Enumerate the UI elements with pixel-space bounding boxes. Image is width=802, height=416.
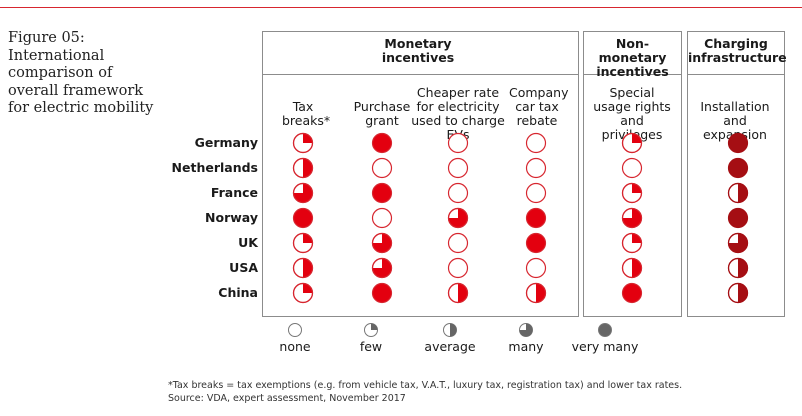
monetary-header-divider [263, 74, 578, 75]
legend-label-none: none [279, 339, 311, 354]
column-header-tax-breaks: Tax breaks* [282, 99, 331, 128]
harvey-ball-netherlands-col5 [621, 157, 643, 179]
charging-header-divider [688, 74, 784, 75]
harvey-ball-usa-col1 [292, 257, 314, 279]
legend-label-average: average [424, 339, 476, 354]
row-label-germany: Germany [194, 135, 258, 150]
harvey-ball-uk-col2 [371, 232, 393, 254]
harvey-ball-france-col3 [447, 182, 469, 204]
harvey-ball-germany-col2 [371, 132, 393, 154]
harvey-ball-usa-col5 [621, 257, 643, 279]
harvey-ball-china-col3 [447, 282, 469, 304]
harvey-ball-norway-col3 [447, 207, 469, 229]
harvey-ball-france-col1 [292, 182, 314, 204]
harvey-ball-germany-col1 [292, 132, 314, 154]
harvey-ball-norway-col4 [525, 207, 547, 229]
legend-label-very-many: very many [571, 339, 639, 354]
harvey-ball-netherlands-col3 [447, 157, 469, 179]
harvey-ball-china-col1 [292, 282, 314, 304]
harvey-ball-uk-col6 [727, 232, 749, 254]
harvey-ball-china-col5 [621, 282, 643, 304]
column-header-company-car-tax-rebate: Company car tax rebate [509, 85, 569, 128]
harvey-ball-uk-col1 [292, 232, 314, 254]
legend-ball-average [443, 323, 457, 337]
row-label-china: China [218, 285, 258, 300]
harvey-ball-uk-col5 [621, 232, 643, 254]
row-label-france: France [210, 185, 258, 200]
column-header-purchase-grant: Purchase grant [353, 99, 411, 128]
legend-ball-very-many [598, 323, 612, 337]
legend-label-few: few [359, 339, 383, 354]
non-monetary-header-divider [584, 74, 681, 75]
harvey-ball-france-col2 [371, 182, 393, 204]
harvey-ball-uk-col3 [447, 232, 469, 254]
footnote-tax-breaks: *Tax breaks = tax exemptions (e.g. from … [168, 380, 683, 391]
row-label-uk: UK [238, 235, 258, 250]
harvey-ball-netherlands-col6 [727, 157, 749, 179]
harvey-ball-france-col6 [727, 182, 749, 204]
harvey-ball-china-col4 [525, 282, 547, 304]
row-label-norway: Norway [205, 210, 258, 225]
harvey-ball-france-col5 [621, 182, 643, 204]
harvey-ball-uk-col4 [525, 232, 547, 254]
harvey-ball-france-col4 [525, 182, 547, 204]
footnote-source: Source: VDA, expert assessment, November… [168, 393, 406, 404]
harvey-ball-usa-col2 [371, 257, 393, 279]
non-monetary-incentives-frame [583, 31, 682, 317]
harvey-ball-netherlands-col1 [292, 157, 314, 179]
harvey-ball-germany-col3 [447, 132, 469, 154]
legend-ball-few [364, 323, 378, 337]
legend-label-many: many [508, 339, 544, 354]
harvey-ball-germany-col4 [525, 132, 547, 154]
harvey-ball-norway-col5 [621, 207, 643, 229]
harvey-ball-germany-col6 [727, 132, 749, 154]
harvey-ball-netherlands-col2 [371, 157, 393, 179]
column-header-special-usage-rights: Special usage rights and privileges [593, 85, 671, 142]
legend-ball-none [288, 323, 302, 337]
harvey-ball-norway-col1 [292, 207, 314, 229]
column-header-cheaper-electricity: Cheaper rate for electricity used to cha… [411, 85, 505, 142]
harvey-ball-germany-col5 [621, 132, 643, 154]
charging-infrastructure-frame [687, 31, 785, 317]
group-title-non-monetary: Non-monetary incentives [596, 36, 669, 79]
harvey-ball-netherlands-col4 [525, 157, 547, 179]
top-rule [0, 7, 802, 8]
row-label-netherlands: Netherlands [171, 160, 258, 175]
group-title-monetary: Monetary incentives [381, 36, 455, 65]
harvey-ball-usa-col4 [525, 257, 547, 279]
row-label-usa: USA [229, 260, 258, 275]
figure-title: Figure 05: International comparison of o… [8, 30, 154, 116]
harvey-ball-china-col6 [727, 282, 749, 304]
harvey-ball-norway-col6 [727, 207, 749, 229]
harvey-ball-usa-col6 [727, 257, 749, 279]
legend-ball-many [519, 323, 533, 337]
harvey-ball-norway-col2 [371, 207, 393, 229]
group-title-charging: Charging infrastructure [688, 36, 787, 65]
harvey-ball-china-col2 [371, 282, 393, 304]
harvey-ball-usa-col3 [447, 257, 469, 279]
monetary-incentives-frame [262, 31, 579, 317]
